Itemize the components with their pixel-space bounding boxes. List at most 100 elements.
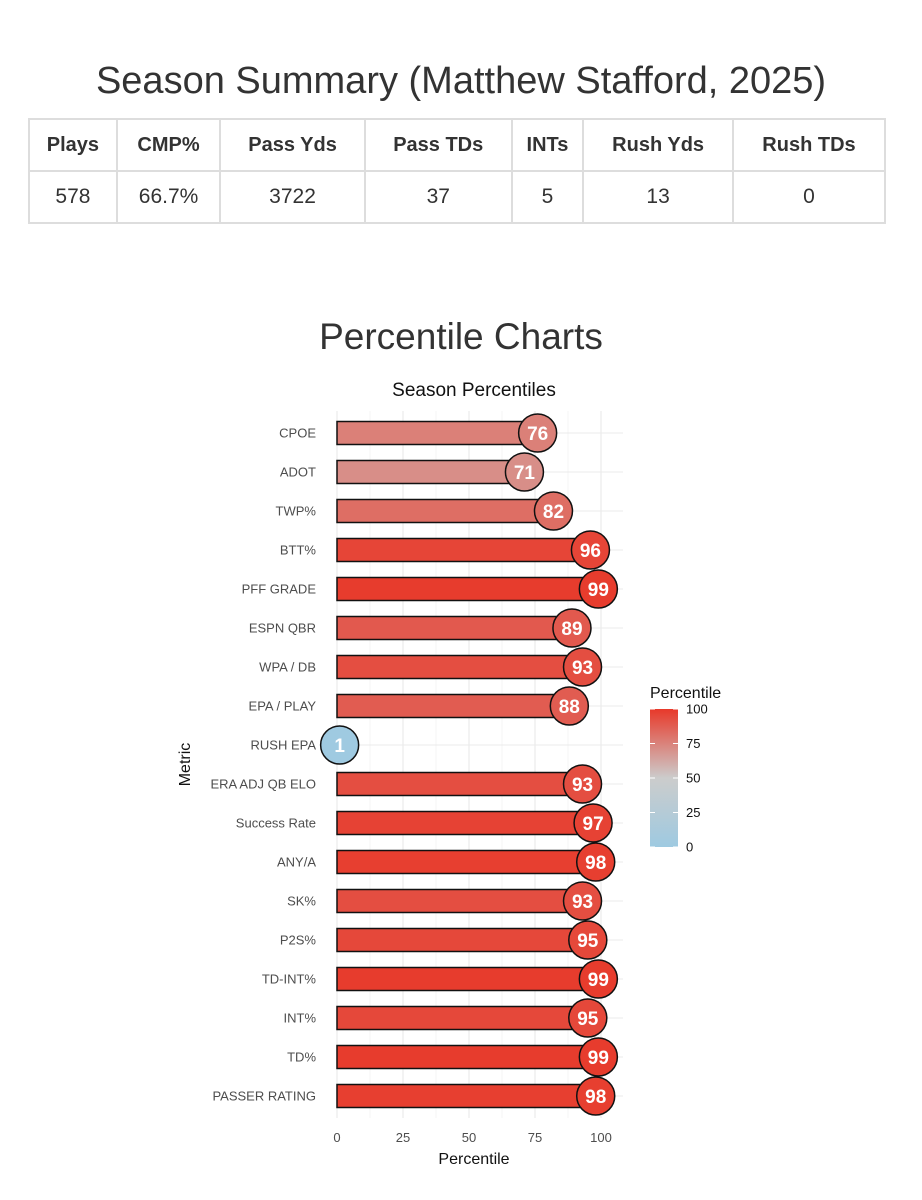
value-marker (562, 764, 603, 804)
data-label: 76 (527, 424, 548, 445)
bar (336, 498, 555, 524)
y-tick-label: ESPN QBR (249, 621, 316, 636)
y-tick-label: Success Rate (236, 816, 316, 831)
x-tick-label: 0 (333, 1130, 340, 1145)
value-plays: 578 (28, 170, 118, 224)
data-label: 99 (588, 580, 609, 601)
bar (336, 966, 600, 992)
y-tick-label: ERA ADJ QB ELO (211, 777, 317, 792)
y-tick-label: TD% (287, 1050, 316, 1065)
y-tick-label: PASSER RATING (212, 1089, 316, 1104)
y-tick-label: PFF GRADE (242, 582, 317, 597)
x-tick-label: 75 (528, 1130, 542, 1145)
value-marker (319, 725, 360, 765)
bar (336, 1044, 600, 1070)
y-tick-label: INT% (284, 1011, 317, 1026)
y-tick-label: BTT% (280, 543, 317, 558)
value-marker (578, 1037, 619, 1077)
legend-title: Percentile (650, 685, 721, 702)
bar (336, 459, 526, 485)
y-tick-label: ADOT (280, 465, 316, 480)
page-title: Season Summary (Matthew Stafford, 2025) (95, 60, 827, 102)
value-marker (568, 920, 608, 960)
bar (336, 771, 584, 797)
value-marker (578, 569, 619, 609)
value-cmp-pct: 66.7% (115, 170, 222, 224)
value-pass-yds: 3722 (219, 170, 366, 224)
data-label: 93 (572, 658, 593, 679)
y-tick-label: P2S% (280, 933, 317, 948)
bar (336, 420, 539, 446)
data-label: 99 (588, 970, 609, 991)
value-marker (570, 530, 611, 570)
data-label: 96 (580, 541, 601, 562)
header-rush-yds: Rush Yds (582, 118, 734, 172)
x-tick-label: 100 (590, 1130, 612, 1145)
header-plays: Plays (28, 118, 118, 172)
y-tick-label: EPA / PLAY (249, 699, 317, 714)
bar (336, 693, 571, 719)
value-marker (568, 998, 608, 1038)
season-summary-table: Plays CMP% Pass Yds Pass TDs INTs Rush Y… (28, 118, 887, 224)
section-title: Percentile Charts (319, 316, 603, 357)
bar (336, 1005, 589, 1031)
value-marker (562, 881, 603, 921)
value-marker (575, 842, 616, 882)
data-label: 88 (559, 697, 580, 718)
value-marker (533, 491, 574, 531)
data-label: 95 (577, 931, 599, 952)
y-tick-label: ANY/A (277, 855, 316, 870)
legend-tick-label: 100 (686, 702, 708, 717)
y-tick-label: TWP% (276, 504, 317, 519)
value-marker (578, 959, 619, 999)
data-label: 82 (543, 502, 564, 523)
header-cmp-pct: CMP% (115, 118, 222, 172)
data-label: 93 (572, 775, 593, 796)
data-label: 98 (585, 1087, 606, 1108)
chart-title: Season Percentiles (392, 380, 556, 401)
legend-tick-label: 75 (686, 736, 700, 751)
percentile-chart: Season Percentiles CPOE 76 ADOT 71 TWP% 82 BTT%… (177, 380, 721, 1168)
bar (336, 1083, 597, 1109)
data-label: 97 (583, 814, 604, 835)
header-pass-yds: Pass Yds (219, 118, 366, 172)
bar (336, 927, 589, 953)
data-label: 99 (588, 1048, 609, 1069)
data-label: 98 (585, 853, 606, 874)
bar (336, 849, 597, 875)
data-label: 1 (334, 736, 345, 757)
value-marker (575, 1076, 616, 1116)
value-marker (573, 803, 613, 843)
summary-header-row: Plays CMP% Pass Yds Pass TDs INTs Rush Y… (28, 118, 887, 172)
y-tick-label: CPOE (279, 426, 316, 441)
x-tick-label: 50 (462, 1130, 476, 1145)
data-label: 93 (572, 892, 593, 913)
bar (336, 537, 592, 563)
header-rush-tds: Rush TDs (731, 118, 887, 172)
legend-tick-label: 50 (686, 771, 700, 786)
data-label: 89 (561, 619, 582, 640)
y-axis-title: Metric (177, 743, 194, 787)
value-pass-tds: 37 (363, 170, 513, 224)
value-marker (504, 452, 545, 492)
data-label: 95 (577, 1009, 599, 1030)
bar (336, 576, 600, 602)
bar (336, 810, 594, 836)
legend-tick-label: 25 (686, 805, 700, 820)
legend: Percentile 0 25 50 75 100 (650, 685, 721, 855)
x-axis-title: Percentile (438, 1151, 509, 1168)
bar (336, 888, 584, 914)
y-tick-label: SK% (287, 894, 316, 909)
y-tick-label: TD-INT% (262, 972, 317, 987)
bar (336, 654, 584, 680)
value-marker (517, 413, 558, 453)
value-marker (549, 686, 590, 726)
header-pass-tds: Pass TDs (363, 118, 513, 172)
legend-tick-label: 0 (686, 840, 693, 855)
value-rush-tds: 0 (731, 170, 887, 224)
value-rush-yds: 13 (582, 170, 734, 224)
value-marker (562, 647, 603, 687)
bar (336, 615, 573, 641)
value-ints: 5 (510, 170, 585, 224)
data-label: 71 (514, 463, 536, 484)
